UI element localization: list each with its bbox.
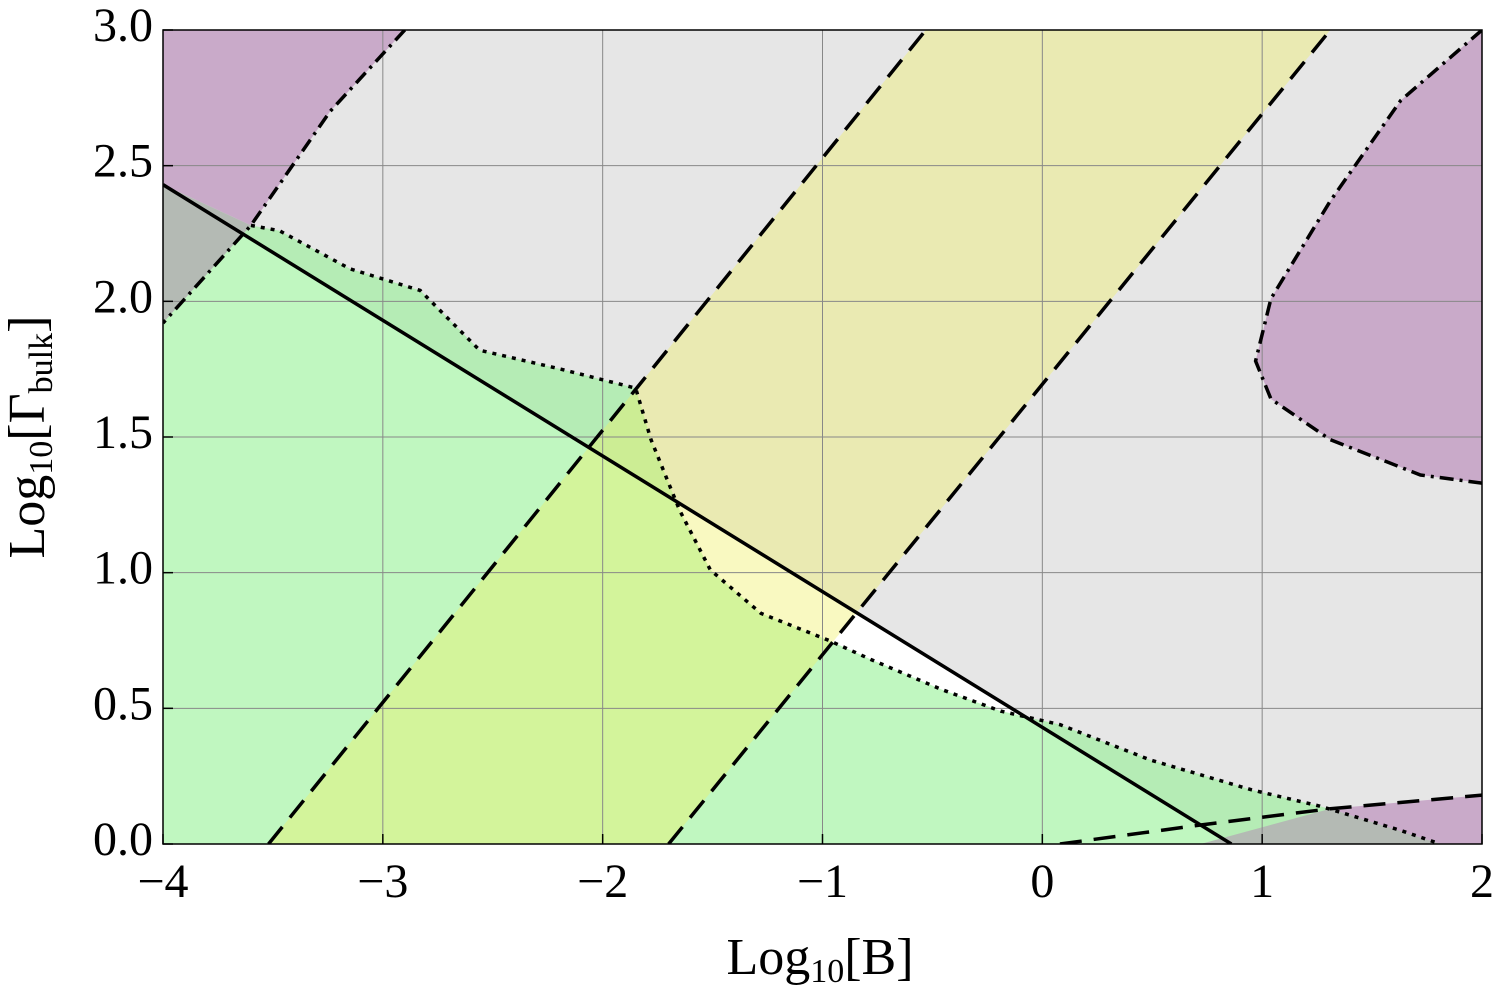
region <box>1200 808 1441 844</box>
y-tick-label: 0.0 <box>93 813 153 866</box>
y-axis-label: Log10[Γbulk] <box>0 316 60 559</box>
y-tick-label: 2.5 <box>93 135 153 188</box>
region <box>163 30 405 226</box>
x-tick-label: −2 <box>577 855 628 908</box>
boundary-line <box>667 30 1332 844</box>
boundary-line <box>163 30 407 325</box>
x-tick-label: 0 <box>1030 855 1054 908</box>
x-tick-label: 2 <box>1470 855 1494 908</box>
y-tick-label: 1.5 <box>93 406 153 459</box>
boundary-line <box>1059 793 1482 844</box>
y-tick-label: 3.0 <box>93 0 153 52</box>
boundary-line <box>250 223 1441 844</box>
region <box>1255 30 1482 484</box>
y-tick-label: 2.0 <box>93 270 153 323</box>
region <box>1330 795 1482 844</box>
axes: −4 −3 −2 −1 0 1 2 0.0 0.5 1.0 1.5 2.0 2.5 3.0 <box>93 0 1494 908</box>
x-axis-label: Log10[B] <box>726 929 913 990</box>
x-tick-label: −1 <box>797 855 848 908</box>
boundary-line <box>267 30 928 844</box>
boundary-line <box>163 183 1233 844</box>
plot-area <box>163 30 1482 844</box>
x-tick-label: 1 <box>1250 855 1274 908</box>
y-tick-label: 1.0 <box>93 542 153 595</box>
x-tick-label: −3 <box>357 855 408 908</box>
y-tick-label: 0.5 <box>93 677 153 730</box>
region <box>163 184 251 324</box>
x-tick-label: −4 <box>137 855 188 908</box>
boundary-line <box>1253 30 1482 485</box>
